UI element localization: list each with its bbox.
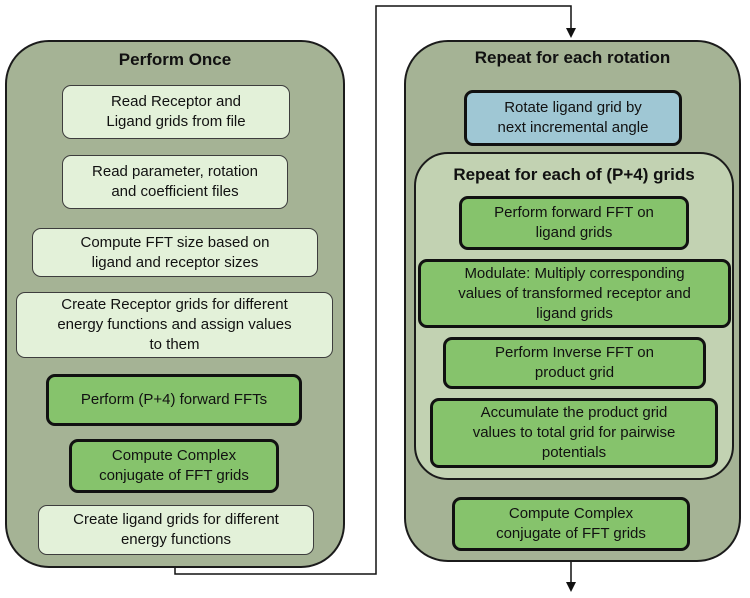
read-grids-step: Read Receptor and Ligand grids from file [62,85,290,139]
forward-fft-step: Perform forward FFT on ligand grids [459,196,689,250]
forward-ffts-step: Perform (P+4) forward FFTs [46,374,302,426]
complex-conjugate-step: Compute Complex conjugate of FFT grids [69,439,279,493]
inverse-fft-step: Perform Inverse FFT on product grid [443,337,706,389]
perform-once-title: Perform Once [118,50,232,69]
create-receptor-grids-step: Create Receptor grids for different energ… [16,292,333,358]
repeat-rotation-title: Repeat for each rotation [474,48,671,67]
modulate-step: Modulate: Multiply corresponding values o… [418,259,731,328]
final-complex-conjugate-step: Compute Complex conjugate of FFT grids [452,497,690,551]
rotate-ligand-step: Rotate ligand grid by next incremental an… [464,90,682,146]
create-ligand-grids-step: Create ligand grids for different energy … [38,505,314,555]
accumulate-step: Accumulate the product grid values to tot… [430,398,718,468]
repeat-grids-title: Repeat for each of (P+4) grids [453,165,695,184]
read-parameter-files-step: Read parameter, rotation and coefficient … [62,155,288,209]
compute-fft-size-step: Compute FFT size based on ligand and rece… [32,228,318,277]
